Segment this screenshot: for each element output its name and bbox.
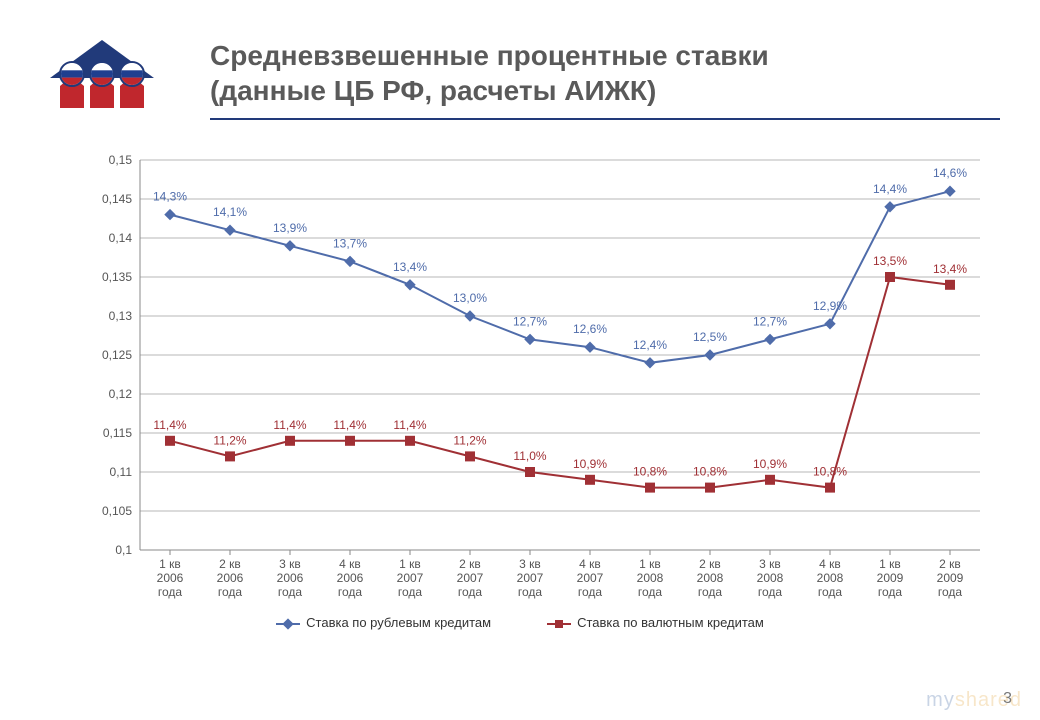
svg-text:11,2%: 11,2% [453, 433, 486, 447]
square-marker-icon [547, 619, 571, 629]
svg-text:13,9%: 13,9% [273, 221, 307, 235]
svg-text:11,4%: 11,4% [153, 418, 186, 432]
svg-text:11,4%: 11,4% [393, 418, 426, 432]
svg-text:10,8%: 10,8% [693, 465, 727, 479]
title-line1: Средневзвешенные процентные ставки [210, 40, 769, 71]
watermark: myshared [926, 689, 1022, 712]
svg-text:14,6%: 14,6% [933, 166, 967, 180]
svg-text:0,105: 0,105 [102, 504, 132, 518]
diamond-marker-icon [276, 619, 300, 629]
svg-text:2006: 2006 [157, 571, 184, 585]
svg-text:2 кв: 2 кв [939, 557, 961, 571]
svg-text:2 кв: 2 кв [219, 557, 241, 571]
svg-text:11,2%: 11,2% [213, 433, 246, 447]
svg-text:12,4%: 12,4% [633, 338, 667, 352]
svg-text:2 кв: 2 кв [459, 557, 481, 571]
svg-text:2008: 2008 [697, 571, 724, 585]
svg-text:2008: 2008 [637, 571, 664, 585]
svg-text:10,8%: 10,8% [633, 465, 667, 479]
svg-text:года: года [758, 585, 783, 599]
svg-text:12,5%: 12,5% [693, 330, 727, 344]
svg-text:года: года [878, 585, 903, 599]
legend-item: Ставка по валютным кредитам [547, 615, 764, 630]
svg-text:14,1%: 14,1% [213, 205, 247, 219]
svg-text:2008: 2008 [757, 571, 784, 585]
svg-text:года: года [698, 585, 723, 599]
svg-text:1 кв: 1 кв [399, 557, 421, 571]
legend-item: Ставка по рублевым кредитам [276, 615, 491, 630]
legend-label: Ставка по рублевым кредитам [306, 615, 491, 630]
svg-text:12,7%: 12,7% [513, 314, 547, 328]
svg-text:года: года [398, 585, 423, 599]
svg-text:13,4%: 13,4% [933, 262, 967, 276]
svg-text:14,3%: 14,3% [153, 190, 187, 204]
svg-text:года: года [278, 585, 303, 599]
svg-text:года: года [938, 585, 963, 599]
svg-text:0,125: 0,125 [102, 348, 132, 362]
title-underline [210, 118, 1000, 120]
svg-text:3 кв: 3 кв [279, 557, 301, 571]
svg-text:2007: 2007 [457, 571, 484, 585]
legend-label: Ставка по валютным кредитам [577, 615, 764, 630]
rates-chart: 0,1 0,105 0,11 0,115 0,12 0,125 0,13 0,135 0,14 0… [60, 150, 1000, 610]
svg-text:0,13: 0,13 [109, 309, 133, 323]
svg-text:1 кв: 1 кв [879, 557, 901, 571]
svg-text:2 кв: 2 кв [699, 557, 721, 571]
svg-text:года: года [518, 585, 543, 599]
svg-text:1 кв: 1 кв [159, 557, 181, 571]
svg-text:0,14: 0,14 [109, 231, 133, 245]
svg-text:4 кв: 4 кв [579, 557, 601, 571]
svg-text:1 кв: 1 кв [639, 557, 661, 571]
svg-text:года: года [578, 585, 603, 599]
title-line2: (данные ЦБ РФ, расчеты АИЖК) [210, 75, 656, 106]
svg-text:года: года [158, 585, 183, 599]
svg-text:4 кв: 4 кв [819, 557, 841, 571]
svg-text:11,4%: 11,4% [333, 418, 366, 432]
svg-text:10,9%: 10,9% [753, 457, 787, 471]
svg-text:0,115: 0,115 [103, 426, 132, 440]
svg-text:12,6%: 12,6% [573, 322, 607, 336]
svg-text:4 кв: 4 кв [339, 557, 361, 571]
svg-text:года: года [338, 585, 363, 599]
svg-text:года: года [218, 585, 243, 599]
svg-text:13,5%: 13,5% [873, 254, 907, 268]
svg-text:2009: 2009 [937, 571, 964, 585]
svg-text:2006: 2006 [337, 571, 364, 585]
svg-text:11,0%: 11,0% [513, 449, 546, 463]
svg-text:13,4%: 13,4% [393, 260, 427, 274]
svg-text:13,0%: 13,0% [453, 291, 487, 305]
svg-text:2006: 2006 [217, 571, 244, 585]
svg-text:13,7%: 13,7% [333, 236, 367, 250]
logo [42, 38, 162, 118]
svg-text:11,4%: 11,4% [273, 418, 306, 432]
svg-text:0,1: 0,1 [115, 543, 132, 557]
svg-text:3 кв: 3 кв [519, 557, 541, 571]
svg-text:2006: 2006 [277, 571, 304, 585]
svg-text:12,7%: 12,7% [753, 314, 787, 328]
svg-text:0,15: 0,15 [109, 153, 133, 167]
svg-text:3 кв: 3 кв [759, 557, 781, 571]
slide-title: Средневзвешенные процентные ставки (данн… [210, 38, 990, 108]
svg-text:2007: 2007 [397, 571, 424, 585]
svg-text:2008: 2008 [817, 571, 844, 585]
chart-legend: Ставка по рублевым кредитам Ставка по вал… [0, 615, 1040, 630]
svg-text:10,9%: 10,9% [573, 457, 607, 471]
svg-text:14,4%: 14,4% [873, 182, 907, 196]
svg-text:2009: 2009 [877, 571, 904, 585]
svg-text:2007: 2007 [577, 571, 604, 585]
svg-text:2007: 2007 [517, 571, 544, 585]
svg-text:0,135: 0,135 [102, 270, 132, 284]
svg-text:года: года [818, 585, 843, 599]
svg-text:0,145: 0,145 [102, 192, 132, 206]
svg-text:10,8%: 10,8% [813, 465, 847, 479]
svg-text:0,11: 0,11 [110, 465, 133, 479]
svg-text:года: года [638, 585, 663, 599]
svg-text:года: года [458, 585, 483, 599]
svg-text:0,12: 0,12 [109, 387, 133, 401]
svg-text:12,9%: 12,9% [813, 299, 847, 313]
